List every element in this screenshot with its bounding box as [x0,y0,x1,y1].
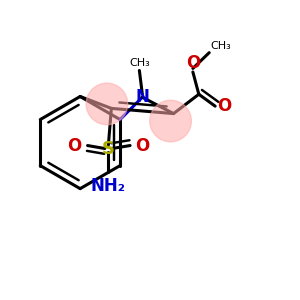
Text: O: O [186,54,201,72]
Text: O: O [135,136,149,154]
Text: O: O [68,136,82,154]
Text: NH₂: NH₂ [91,177,126,195]
Circle shape [86,83,128,125]
Text: CH₃: CH₃ [129,58,150,68]
Text: S: S [102,140,115,158]
Text: O: O [217,97,231,115]
Circle shape [150,100,191,142]
Text: N: N [135,88,149,106]
Text: CH₃: CH₃ [211,41,232,51]
